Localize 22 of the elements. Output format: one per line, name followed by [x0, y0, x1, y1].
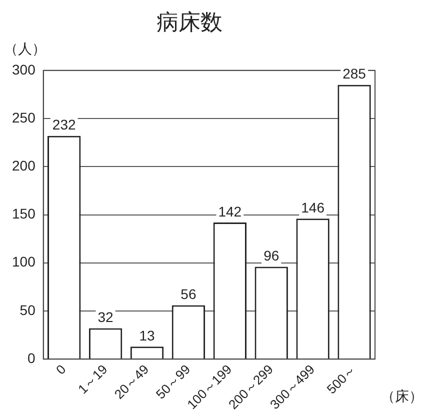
data-label: 232 [52, 116, 76, 133]
y-tick-label: 300 [12, 61, 36, 78]
y-tick-label: 100 [12, 254, 36, 270]
data-label: 142 [218, 203, 242, 220]
y-axis-title: （人） [4, 40, 46, 56]
x-tick-label: 500～ [324, 362, 359, 397]
data-label: 13 [139, 327, 155, 344]
y-tick-label: 50 [20, 302, 36, 318]
chart-title: 病床数 [156, 9, 222, 34]
x-axis-title: （床） [381, 388, 423, 404]
x-tick-label: 1～19 [75, 362, 110, 397]
x-tick-label: 20～49 [111, 362, 152, 402]
y-tick-label: 0 [28, 350, 36, 366]
y-tick-label: 150 [12, 206, 36, 222]
y-tick-label: 250 [12, 109, 36, 126]
x-tick-label: 0 [53, 362, 69, 378]
y-tick-label: 200 [12, 157, 36, 174]
data-label: 285 [342, 66, 366, 82]
data-label: 32 [98, 309, 114, 326]
data-label: 146 [301, 199, 325, 216]
data-label: 56 [180, 286, 196, 302]
data-label: 96 [264, 248, 280, 264]
